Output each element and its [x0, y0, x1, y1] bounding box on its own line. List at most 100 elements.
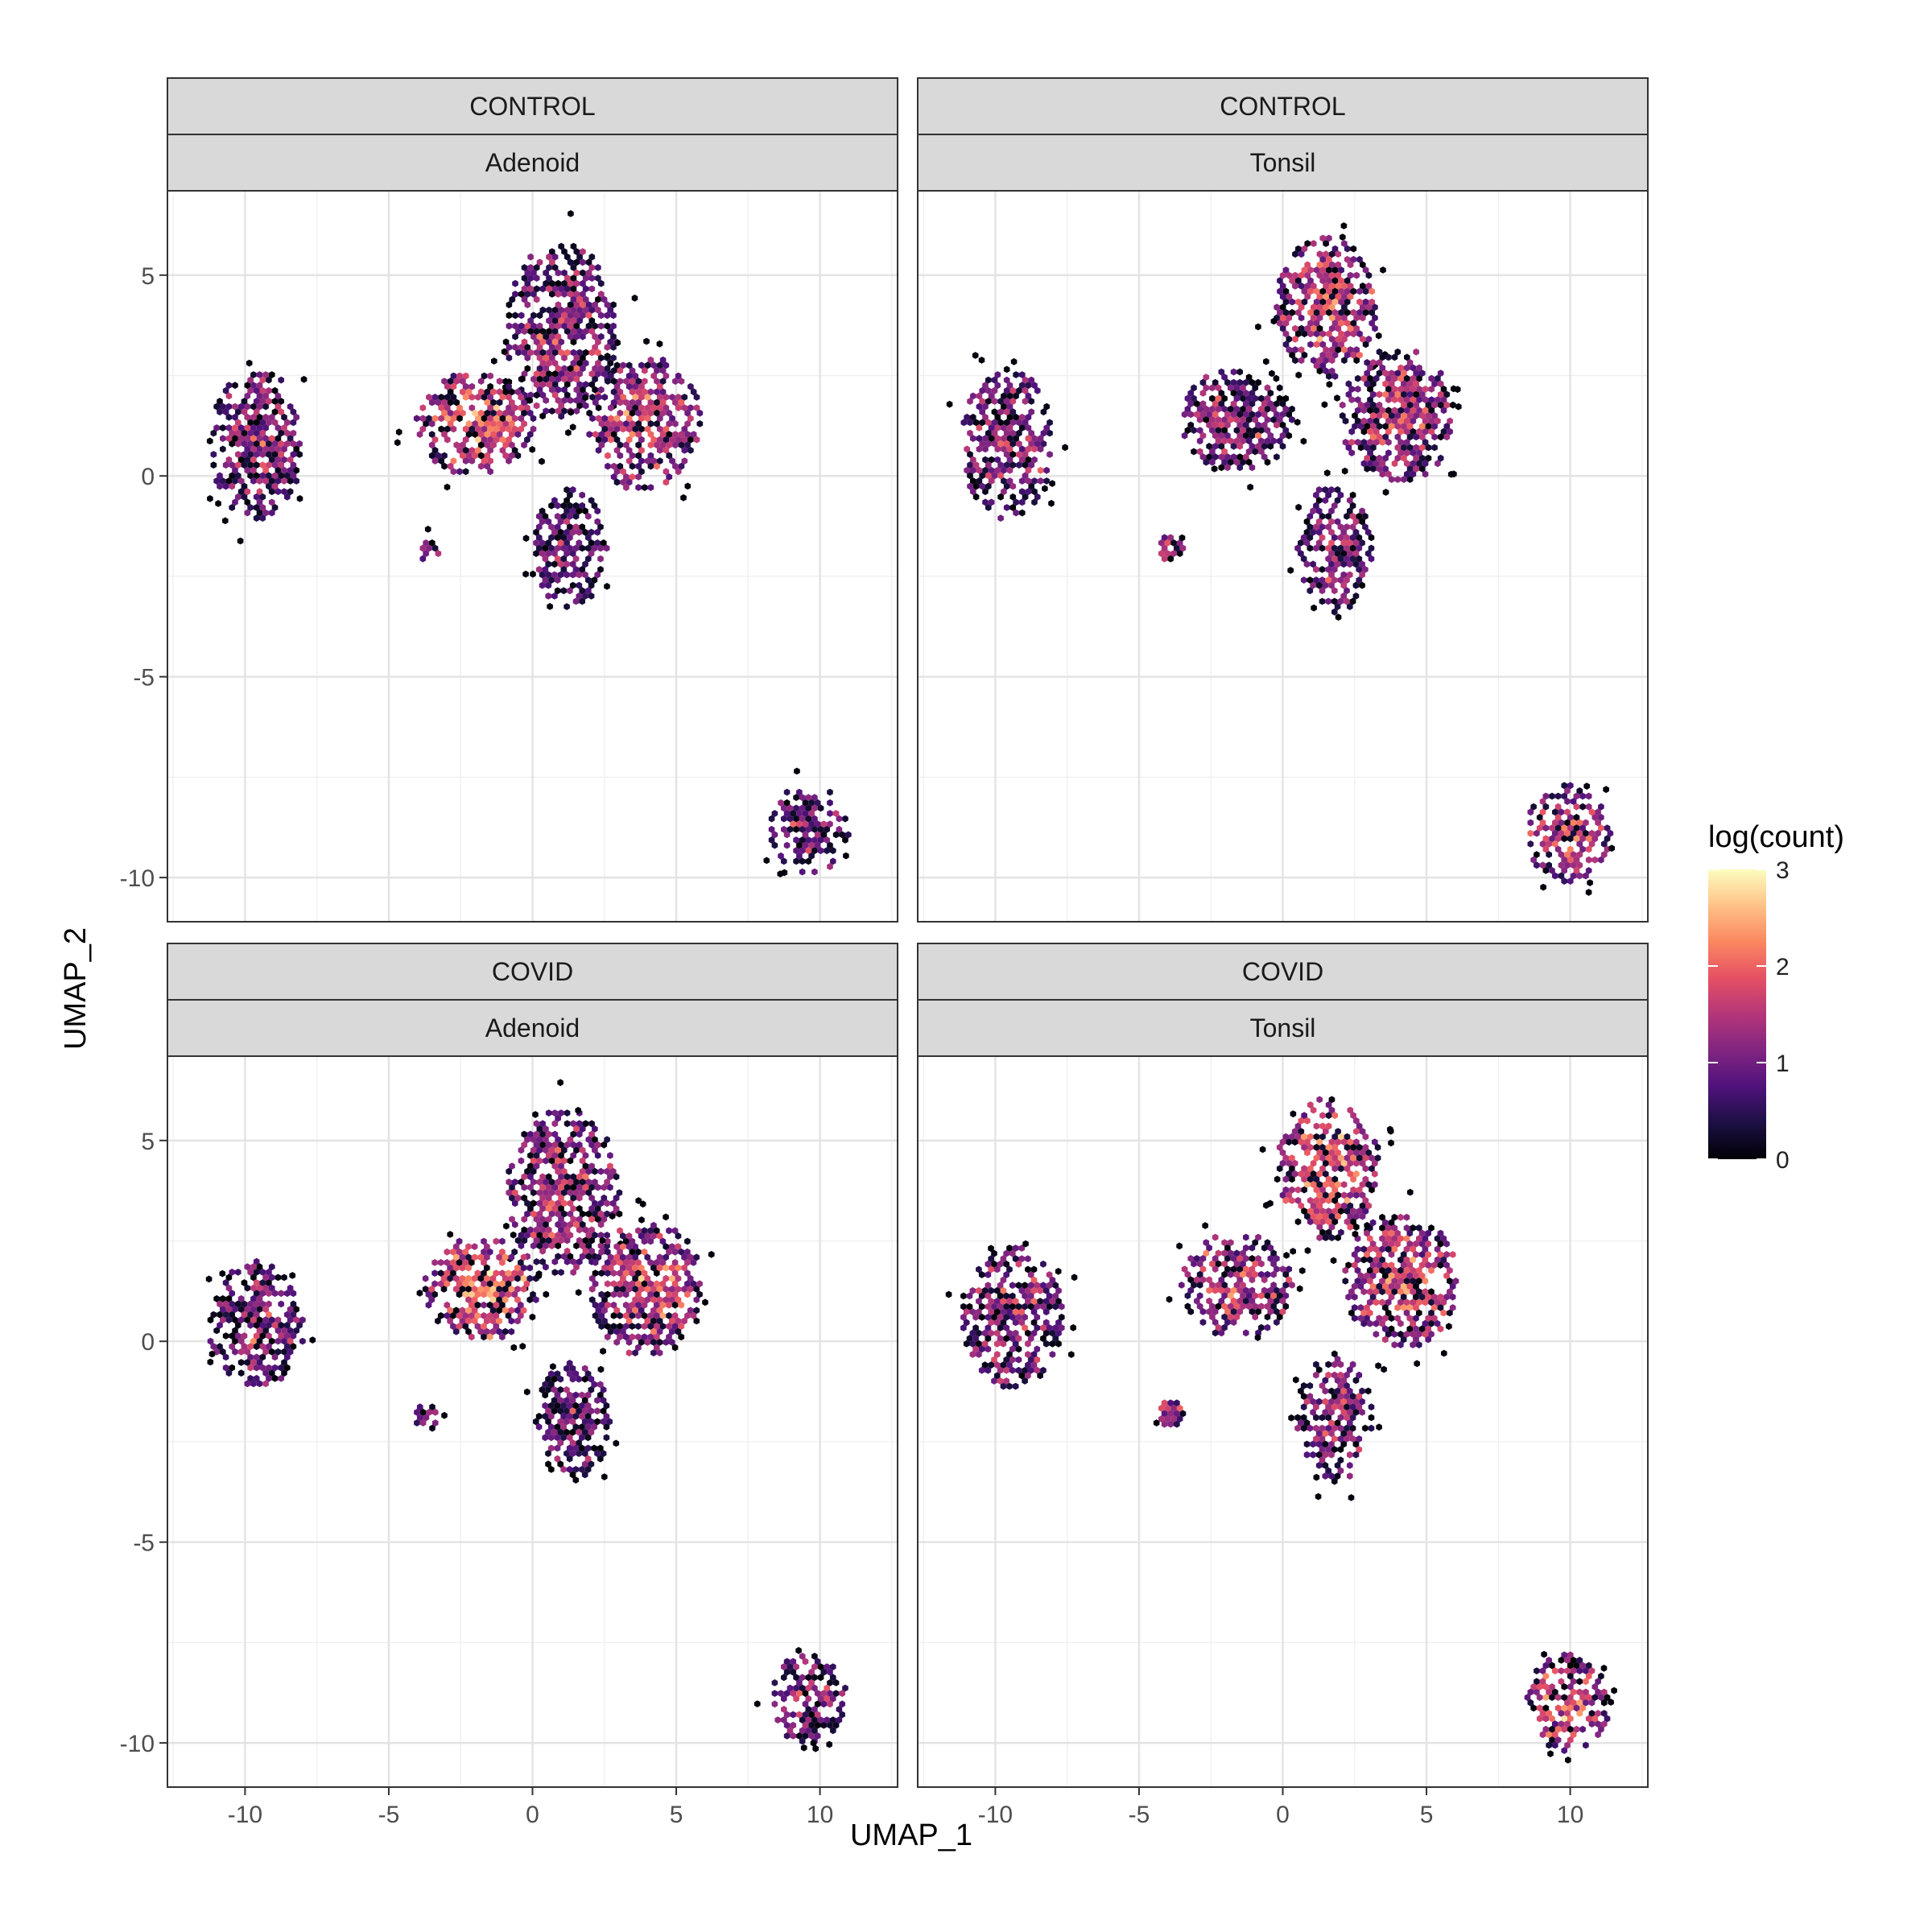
- hexbin-cell: [964, 445, 970, 453]
- hexbin-cell: [1440, 1298, 1447, 1307]
- hexbin-cell: [988, 498, 995, 506]
- hexbin-cell: [1018, 1255, 1026, 1263]
- hexbin-cell: [1360, 407, 1368, 415]
- hexbin-cell: [527, 1205, 534, 1212]
- hexbin-cell: [551, 306, 559, 314]
- hexbin-cell: [557, 571, 564, 579]
- hexbin-cell: [548, 1402, 555, 1410]
- hexbin-cell: [827, 810, 833, 817]
- hexbin-cell: [573, 365, 580, 373]
- hexbin-cell: [1391, 386, 1398, 393]
- hexbin-cell: [1274, 1175, 1281, 1183]
- hexbin-cell: [481, 415, 488, 423]
- hexbin-cell: [1328, 250, 1335, 258]
- hexbin-cell: [617, 1269, 623, 1277]
- hexbin-cell: [1221, 1292, 1228, 1299]
- hexbin-cell: [976, 1351, 982, 1358]
- hexbin-cell: [988, 1265, 994, 1274]
- hexbin-cell: [1243, 1244, 1249, 1252]
- hexbin-cell: [572, 502, 580, 510]
- hexbin-cell: [484, 1243, 490, 1250]
- hexbin-cell: [561, 1220, 568, 1228]
- hexbin-cell: [1352, 423, 1358, 430]
- hexbin-cell: [1170, 539, 1177, 547]
- hexbin-cell: [554, 1391, 561, 1399]
- hexbin-cell: [543, 1290, 550, 1298]
- hexbin-cell: [558, 370, 564, 378]
- hexbin-cell: [1428, 374, 1435, 382]
- hexbin-cell: [573, 1263, 580, 1271]
- hexbin-cell: [521, 1194, 528, 1202]
- hexbin-cell: [1541, 1650, 1547, 1658]
- hexbin-cell: [549, 312, 555, 320]
- hexbin-cell: [514, 1264, 521, 1272]
- hexbin-cell: [1340, 222, 1348, 229]
- hexbin-cell: [526, 1264, 533, 1272]
- hexbin-cell: [474, 1301, 481, 1309]
- hexbin-cell: [237, 1359, 245, 1366]
- hexbin-cell: [567, 491, 573, 499]
- hexbin-cell: [1279, 443, 1286, 450]
- hexbin-cell: [1422, 439, 1429, 446]
- hexbin-cell: [1310, 528, 1316, 536]
- hexbin-cell: [210, 429, 217, 437]
- hexbin-cell: [554, 513, 561, 520]
- hexbin-cell: [1255, 1255, 1261, 1262]
- hexbin-cell: [561, 386, 568, 394]
- hexbin-cell: [253, 440, 260, 448]
- hexbin-cell: [511, 1248, 518, 1256]
- hexbin-cell: [1326, 308, 1332, 316]
- hexbin-cell: [502, 1296, 509, 1303]
- hexbin-cell: [551, 1375, 558, 1383]
- hexbin-cell: [572, 513, 580, 520]
- hexbin-cell: [1227, 1302, 1234, 1311]
- hexbin-cell: [1331, 587, 1338, 595]
- hexbin-cell: [493, 1237, 500, 1245]
- hexbin-cell: [566, 1370, 573, 1377]
- hexbin-cell: [1331, 1435, 1338, 1443]
- hexbin-cell: [496, 388, 503, 396]
- hexbin-cell: [1209, 1282, 1216, 1289]
- hexbin-cell: [1240, 458, 1246, 466]
- hexbin-cell: [622, 1280, 630, 1288]
- hexbin-cell: [997, 398, 1004, 405]
- hexbin-cell: [997, 514, 1004, 522]
- hexbin-cell: [1349, 555, 1356, 563]
- hexbin-cell: [1451, 385, 1457, 393]
- hexbin-cell: [1357, 1315, 1364, 1322]
- hexbin-cluster: [946, 352, 1068, 522]
- hexbin-cell: [814, 841, 821, 849]
- hexbin-cell: [1347, 497, 1353, 504]
- hexbin-cell: [1344, 544, 1350, 552]
- hexbin-cell: [1413, 1251, 1419, 1258]
- hexbin-cell: [1158, 550, 1165, 557]
- hexbin-cell: [1367, 1319, 1373, 1327]
- hexbin-cell: [244, 402, 251, 411]
- hexbin-cluster: [206, 359, 308, 545]
- hexbin-cell: [1326, 381, 1333, 388]
- hexbin-cell: [605, 1301, 611, 1309]
- hexbin-cell: [629, 1333, 636, 1341]
- hexbin-cell: [1323, 1159, 1329, 1167]
- hexbin-cell: [256, 371, 263, 378]
- hexbin-cell: [527, 1130, 534, 1138]
- hexbin-cell: [1362, 1143, 1369, 1151]
- hexbin-cell: [1331, 245, 1339, 253]
- hexbin-cell: [536, 312, 543, 320]
- hexbin-cell: [1161, 1399, 1168, 1407]
- hexbin-cell: [1364, 444, 1370, 452]
- hexbin-cell: [1304, 271, 1311, 279]
- hexbin-cell: [988, 466, 995, 474]
- hexbin-cell: [1230, 453, 1237, 460]
- hexbin-cell: [278, 461, 284, 469]
- hexbin-cell: [1334, 1387, 1341, 1395]
- hexbin-cell: [988, 1361, 994, 1369]
- hexbin-cell: [601, 415, 608, 423]
- hexbin-cell: [601, 436, 608, 444]
- hexbin-cell: [594, 1418, 601, 1426]
- hexbin-cell: [225, 1316, 233, 1324]
- hexbin-cell: [545, 1216, 552, 1223]
- hexbin-cell: [613, 1194, 620, 1202]
- hexbin-cell: [1403, 1331, 1410, 1338]
- hexbin-cell: [1310, 1451, 1316, 1459]
